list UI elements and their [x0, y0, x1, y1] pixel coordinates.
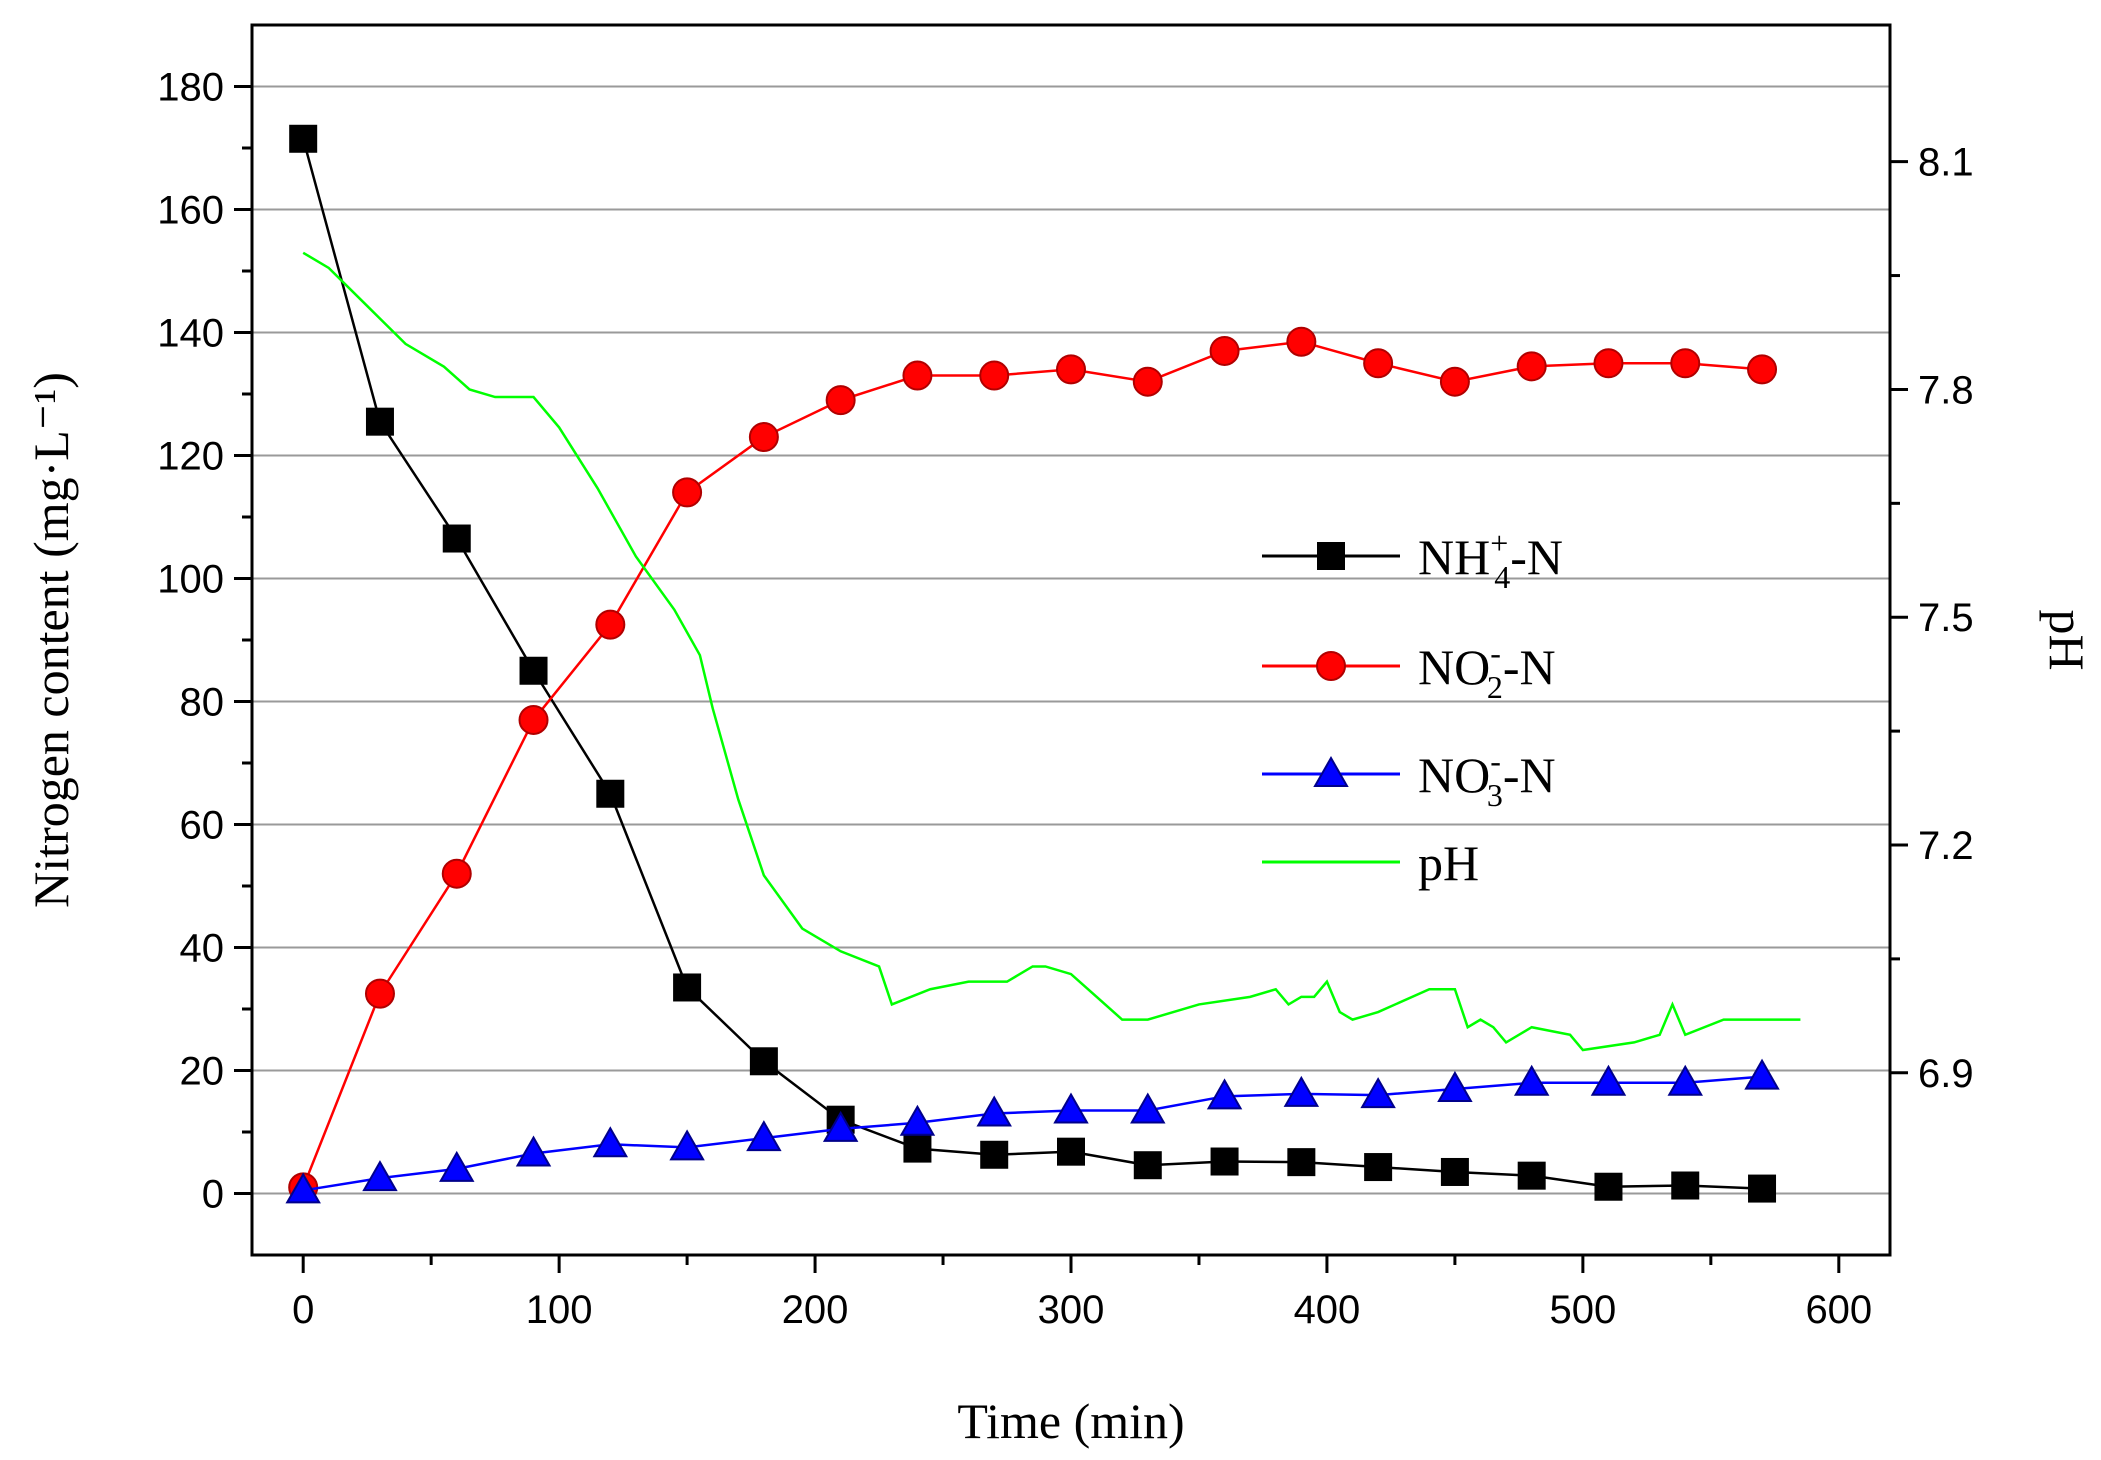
data-point — [1056, 354, 1086, 385]
data-point — [518, 704, 549, 735]
data-point — [1363, 348, 1394, 379]
data-point — [749, 1047, 778, 1076]
data-point — [1747, 354, 1778, 385]
series-line-2 — [302, 1075, 1763, 1192]
series-line-3 — [302, 251, 1801, 1052]
y-left-tick-label: 180 — [157, 66, 224, 110]
data-point — [1130, 1092, 1166, 1124]
data-point — [442, 524, 471, 553]
data-point — [822, 1110, 859, 1142]
data-point — [595, 609, 626, 640]
data-point — [285, 1172, 321, 1204]
data-point — [1593, 348, 1624, 379]
y-left-tick-label: 140 — [157, 312, 224, 356]
legend-label: NH+ 4-N — [1418, 525, 1563, 595]
legend: NH+ 4-N NO-2-N NO-3-N pH — [1262, 525, 1563, 891]
data-point — [1133, 1151, 1162, 1180]
x-tick-label: 400 — [1294, 1288, 1361, 1332]
legend-marker — [1316, 651, 1346, 681]
x-tick-label: 600 — [1805, 1288, 1872, 1332]
data-point — [976, 1095, 1012, 1127]
data-point — [1360, 1077, 1396, 1109]
data-point — [979, 360, 1010, 391]
data-point — [1206, 1078, 1243, 1110]
data-point — [1210, 1147, 1239, 1176]
data-point — [1287, 1148, 1316, 1177]
data-point — [362, 1160, 398, 1192]
legend-label: NO-3-N — [1418, 743, 1556, 813]
data-point — [1671, 1171, 1700, 1200]
data-point — [1283, 1075, 1320, 1107]
data-point — [672, 477, 703, 508]
data-point — [519, 656, 548, 685]
data-point — [1748, 1174, 1777, 1203]
y-axis-right-title: pH — [2039, 609, 2095, 670]
data-point — [1364, 1153, 1393, 1182]
y-right-tick-label: 7.2 — [1918, 824, 1974, 868]
data-point — [1516, 351, 1547, 382]
legend-label: NO-2-N — [1418, 635, 1556, 705]
data-point — [365, 407, 394, 436]
x-tick-label: 100 — [526, 1288, 593, 1332]
data-point — [1440, 1157, 1469, 1186]
data-point — [364, 978, 395, 1009]
data-point — [289, 124, 318, 153]
data-point — [825, 385, 856, 416]
grid-lines — [252, 85, 1890, 1195]
data-point — [902, 360, 933, 391]
y-right-tick-label: 7.5 — [1918, 596, 1974, 640]
y-left-tick-label: 160 — [157, 189, 224, 233]
y-axis-left-title: Nitrogen content (mg·L⁻¹) — [23, 372, 79, 908]
data-point — [748, 422, 779, 453]
y-right-tick-label: 7.8 — [1918, 368, 1974, 412]
data-point — [439, 1150, 475, 1182]
y-right-tick-label: 6.9 — [1918, 1052, 1974, 1096]
data-point — [980, 1140, 1009, 1169]
data-point — [596, 779, 625, 808]
data-point — [1517, 1161, 1546, 1190]
y-left-tick-label: 0 — [202, 1173, 224, 1217]
data-point — [592, 1126, 629, 1158]
data-point — [903, 1134, 932, 1163]
x-axis-title: Time (min) — [957, 1393, 1184, 1449]
data-point — [441, 858, 472, 889]
data-point — [1667, 1064, 1703, 1096]
y-left-tick-label: 100 — [157, 558, 224, 602]
axes: 0 100 200 300 400 500 600 0 20 40 60 80 100 120 140 160… — [157, 23, 1974, 1332]
data-point — [1439, 366, 1470, 397]
x-tick-label: 500 — [1550, 1288, 1617, 1332]
data-point — [673, 973, 702, 1002]
x-tick-label: 0 — [292, 1288, 314, 1332]
data-point — [1057, 1137, 1085, 1166]
data-point — [1437, 1070, 1473, 1102]
data-point — [1053, 1092, 1089, 1124]
legend-label: pH — [1418, 835, 1479, 891]
y-right-tick-label: 8.1 — [1918, 141, 1974, 185]
data-point — [1286, 326, 1317, 357]
series — [285, 124, 1801, 1204]
data-point — [746, 1120, 782, 1152]
data-point — [1513, 1064, 1550, 1096]
data-point — [1744, 1058, 1780, 1090]
legend-marker — [1317, 542, 1345, 570]
data-point — [515, 1135, 552, 1167]
data-point — [1670, 348, 1701, 379]
data-point — [669, 1129, 705, 1161]
y-left-tick-label: 40 — [180, 927, 225, 971]
data-point — [1209, 335, 1240, 366]
data-point — [1132, 366, 1163, 397]
data-point — [899, 1104, 936, 1136]
data-point — [1590, 1064, 1627, 1096]
legend-marker — [1313, 755, 1349, 787]
data-point — [1594, 1172, 1623, 1201]
x-tick-label: 200 — [782, 1288, 849, 1332]
y-left-tick-label: 60 — [180, 804, 225, 848]
y-left-tick-label: 120 — [157, 435, 224, 479]
y-left-tick-label: 80 — [180, 681, 225, 725]
y-left-tick-label: 20 — [180, 1050, 225, 1094]
x-tick-label: 300 — [1038, 1288, 1105, 1332]
